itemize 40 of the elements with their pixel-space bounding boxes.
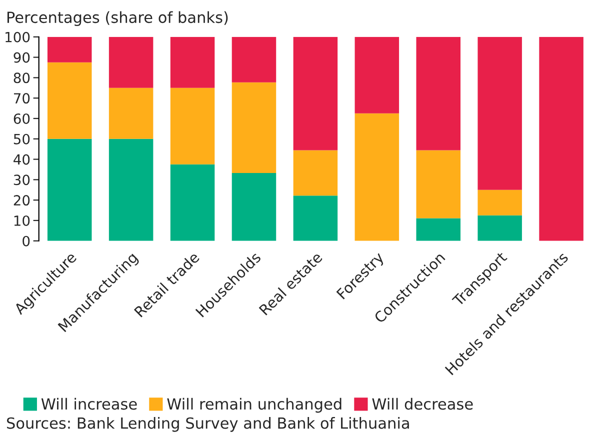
- y-tick-label: 40: [14, 154, 30, 165]
- y-tick-label: 60: [14, 113, 30, 124]
- bar: [293, 36, 338, 150]
- y-tick-label: 30: [14, 174, 30, 186]
- y-tick-label: 80: [14, 72, 30, 84]
- bar: [170, 164, 215, 241]
- bar: [416, 150, 460, 218]
- bar: [478, 190, 522, 216]
- y-tick-label: 70: [14, 93, 30, 104]
- bar: [293, 150, 338, 196]
- bar: [47, 36, 92, 62]
- legend-label: Will remain unchanged: [167, 398, 342, 413]
- bar: [293, 196, 338, 241]
- bar: [232, 36, 276, 82]
- bar: [47, 62, 92, 139]
- y-tick-label: 20: [14, 195, 30, 206]
- bar: [232, 172, 276, 241]
- y-tick-label: 0: [22, 236, 30, 246]
- bar: [170, 36, 215, 88]
- y-tick-label: 50: [14, 134, 30, 144]
- source-note: Sources: Bank Lending Survey and Bank of Lithuania: [6, 417, 409, 432]
- bar: [478, 36, 522, 190]
- bar: [47, 138, 92, 241]
- bar: [170, 88, 215, 164]
- bar: [108, 88, 154, 139]
- legend-label: Will increase: [41, 398, 137, 410]
- bar: [108, 36, 154, 88]
- bar: [539, 36, 584, 241]
- y-axis-title: Percentages (share of banks): [7, 11, 228, 26]
- y-tick-label: 90: [14, 52, 30, 63]
- bar: [416, 218, 460, 241]
- y-tick-label: 10: [14, 215, 30, 226]
- bar: [478, 215, 522, 241]
- bar: [108, 138, 154, 241]
- bar: [354, 36, 400, 114]
- y-tick-label: 100: [6, 32, 30, 42]
- bar: [232, 82, 276, 173]
- legend-label: Will decrease: [372, 398, 473, 410]
- bar: [416, 36, 460, 150]
- bar: [354, 113, 400, 241]
